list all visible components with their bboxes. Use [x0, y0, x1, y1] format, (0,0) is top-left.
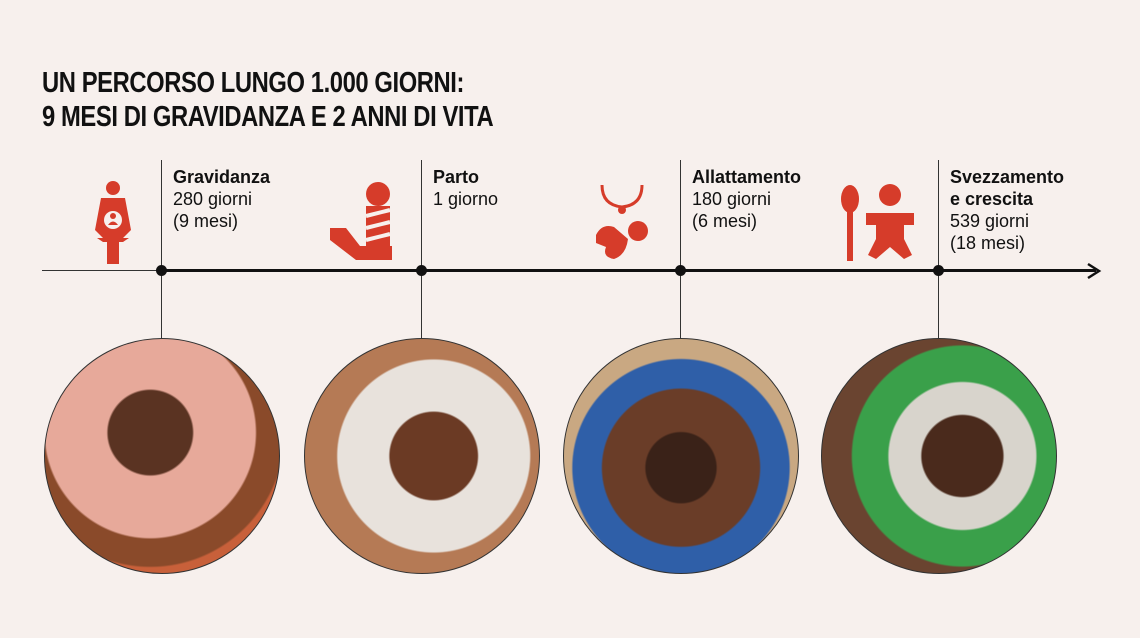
- photo-breastfeeding: [563, 338, 799, 574]
- timeline-dot: [675, 265, 686, 276]
- page-title: UN PERCORSO LUNGO 1.000 GIORNI: 9 MESI D…: [42, 67, 494, 133]
- timeline-dot: [156, 265, 167, 276]
- stage-label-parto: Parto 1 giorno: [433, 167, 499, 209]
- stage-label-gravidanza: Gravidanza 280 giorni (9 mesi): [173, 167, 271, 231]
- photo-weaning: [821, 338, 1057, 574]
- breastfeeding-icon: [596, 184, 648, 259]
- timeline-dot: [416, 265, 427, 276]
- divider: [680, 160, 681, 340]
- divider: [161, 160, 162, 340]
- timeline-axis-start: [42, 270, 162, 271]
- pregnant-woman-icon: [95, 181, 131, 264]
- baby-in-hand-icon: [330, 182, 392, 260]
- timeline-dot: [933, 265, 944, 276]
- divider: [938, 160, 939, 340]
- stage-label-svezzamento: Svezzamento e crescita 539 giorni (18 me…: [950, 167, 1065, 253]
- divider: [421, 160, 422, 340]
- stage-label-allattamento: Allattamento 180 giorni (6 mesi): [692, 167, 802, 231]
- spoon-and-child-icon: [841, 184, 914, 261]
- arrow-right-icon: [1087, 262, 1102, 280]
- photo-birth: [304, 338, 540, 574]
- timeline-axis: [162, 269, 1096, 272]
- photo-pregnancy: [44, 338, 280, 574]
